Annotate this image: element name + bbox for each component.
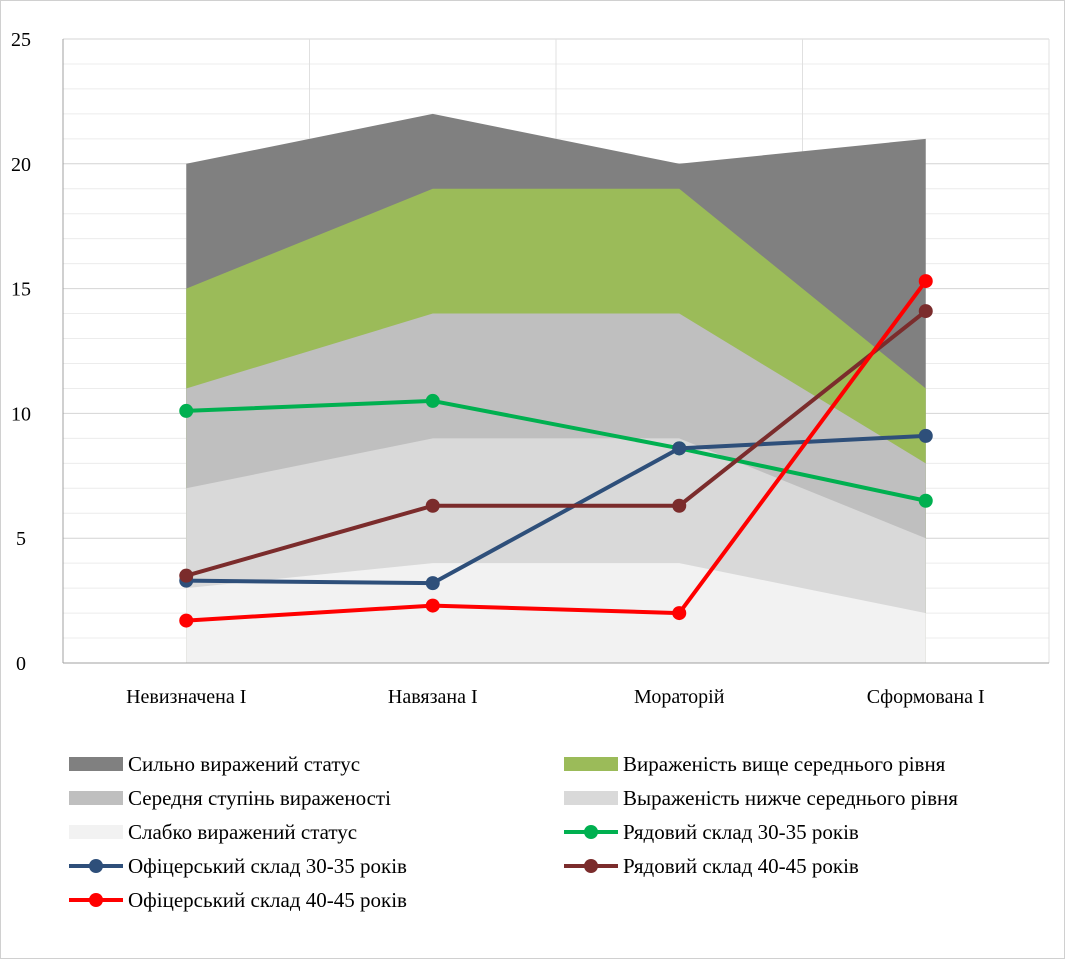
y-tick-label: 5 <box>16 528 26 550</box>
line-series-3-point <box>672 606 687 621</box>
x-tick-label: Мораторій <box>634 686 725 708</box>
line-series-1-point <box>425 576 440 591</box>
line-layer <box>179 274 933 628</box>
line-series-3-point <box>425 598 440 613</box>
y-tick-label: 20 <box>11 154 31 176</box>
legend-label: Выраженість нижче середнього рівня <box>623 786 958 810</box>
line-series-0-point <box>425 393 440 408</box>
legend-marker <box>584 859 598 873</box>
legend-label: Рядовий склад 40-45 років <box>623 854 859 878</box>
y-tick-label: 0 <box>16 653 26 675</box>
line-series-1-point <box>918 428 933 443</box>
legend-swatch <box>564 791 618 805</box>
legend-label: Рядовий склад 30-35 років <box>623 820 859 844</box>
axis-layer: 0 5 10 15 20 25 Невизначена І Навязана І Моратор… <box>11 29 1049 708</box>
line-series-1-point <box>672 441 687 456</box>
line-series-2-point <box>425 498 440 513</box>
x-tick-label: Невизначена І <box>126 686 246 708</box>
legend-marker <box>584 825 598 839</box>
legend-swatch <box>69 791 123 805</box>
line-series-2-point <box>918 304 933 319</box>
legend-label: Середня ступінь вираженості <box>128 786 391 810</box>
legend-swatch <box>69 757 123 771</box>
line-series-3-point <box>179 613 194 628</box>
legend-swatch <box>564 757 618 771</box>
line-series-0-point <box>179 403 194 418</box>
legend-label: Сильно виражений статус <box>128 752 360 776</box>
line-series-2-point <box>179 568 194 583</box>
legend-marker <box>89 893 103 907</box>
y-tick-label: 25 <box>11 29 31 51</box>
area-layer <box>186 113 926 663</box>
legend-label: Офіцерський склад 30-35 років <box>128 854 407 878</box>
line-series-0 <box>186 398 927 503</box>
y-tick-label: 15 <box>11 279 31 301</box>
x-tick-label: Навязана І <box>388 686 478 708</box>
line-series-2-point <box>672 498 687 513</box>
legend-swatch <box>69 825 123 839</box>
y-tick-label: 10 <box>11 403 31 425</box>
legend-label: Офіцерський склад 40-45 років <box>128 888 407 912</box>
legend-label: Вираженість вище середнього рівня <box>623 752 946 776</box>
line-series-1 <box>186 433 926 586</box>
legend-label: Слабко виражений статус <box>128 820 357 844</box>
area-series-4 <box>186 563 926 663</box>
x-tick-label: Сформована І <box>867 686 985 708</box>
line-series-3 <box>186 279 928 623</box>
line-series-2 <box>185 309 927 578</box>
legend-marker <box>89 859 103 873</box>
legend: Сильно виражений статус Вираженість вище … <box>69 752 958 912</box>
line-series-0-point <box>918 493 933 508</box>
line-series-3-point <box>918 274 933 289</box>
